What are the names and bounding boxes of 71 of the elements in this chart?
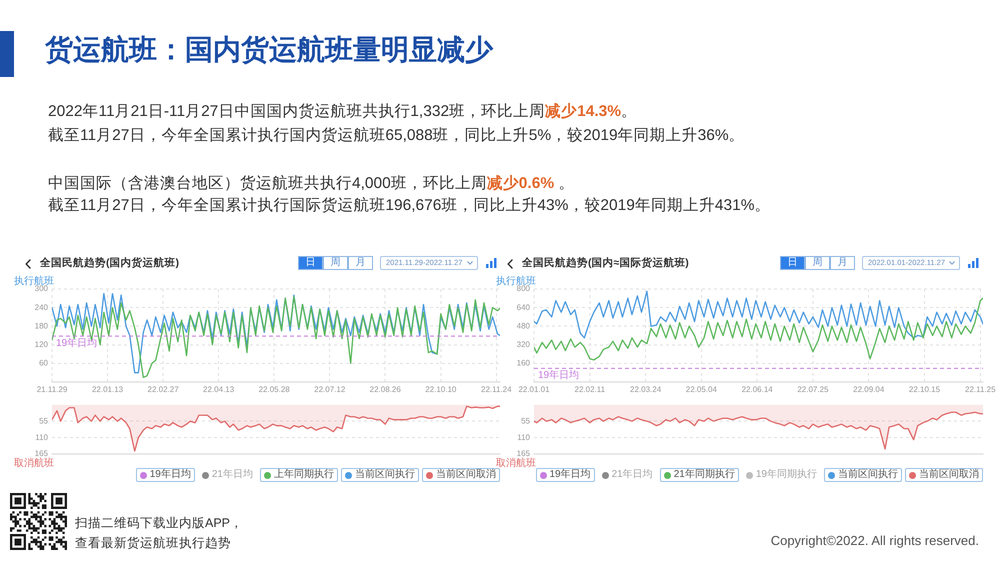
x-tick-label: 22.02.27 <box>148 385 180 394</box>
legend-label: 当前区间取消 <box>905 468 983 482</box>
x-tick-label: 22.07.25 <box>797 385 830 394</box>
legend-label: 21年日均 <box>610 468 654 482</box>
y-axis-title: 执行航班 <box>14 274 54 287</box>
toggle-button: 周 <box>805 256 830 270</box>
y-tick-label: 160 <box>516 358 531 368</box>
legend-label: 19年同期执行 <box>754 468 818 482</box>
y-tick-label: 800 <box>516 284 531 294</box>
toggle-button: 周 <box>323 256 348 270</box>
x-tick-label: 22.05.04 <box>686 385 718 394</box>
text: 查看最新货运航班执行趋势 <box>75 536 231 550</box>
y-tick-label: 110 <box>35 432 49 442</box>
ref-line-label: 19年日均 <box>56 336 98 349</box>
text: 19年日均 <box>150 469 191 480</box>
y-tick-label: 640 <box>516 302 531 312</box>
y-axis-title: 执行航班 <box>496 274 536 287</box>
legend-label: 当前区间执行 <box>341 468 419 482</box>
toggle-button: 日 <box>298 256 323 270</box>
text: 减少0.6% <box>486 175 554 192</box>
y-tick-label: 55 <box>39 416 49 426</box>
y-axis-title: 取消航班 <box>496 456 536 469</box>
text: 2022年11月21日-11月27日中国国内货运航班共执行1,332班，环比上周 <box>48 103 546 120</box>
text: Copyright©2022. All rights reserved. <box>770 533 979 548</box>
y-tick-label: 120 <box>34 340 49 350</box>
x-tick-label: 22.10.15 <box>908 385 941 394</box>
text: 截至11月27日，今年全国累计执行国内货运航班65,088班，同比上升5%，较2019年同期上升36%。 <box>48 127 745 144</box>
text: 。 <box>557 175 574 192</box>
legend-label: 21年日均 <box>210 468 254 482</box>
text: 。 <box>621 103 638 120</box>
x-tick-label: 22.06.14 <box>742 385 774 394</box>
x-tick-label: 22.05.28 <box>258 385 290 394</box>
chart-title: 全国民航趋势(国内货运航班) <box>40 256 179 270</box>
y-tick-label: 60 <box>39 358 49 368</box>
y-tick-label: 480 <box>516 321 531 330</box>
toggle-button: 月 <box>830 256 855 270</box>
x-tick-label: 22.10.10 <box>425 385 457 394</box>
text: 货运航班：国内货运航班量明显减少 <box>45 33 493 67</box>
text: 减少14.3% <box>545 103 622 120</box>
x-tick-label: 22.11.25 <box>965 385 996 394</box>
legend-label: 21年同期执行 <box>660 468 739 482</box>
chart-title: 全国民航趋势(国内≈国际货运航班) <box>522 256 689 270</box>
y-tick-label: 240 <box>34 302 49 312</box>
x-tick-label: 21.11.29 <box>36 385 68 394</box>
legend-label: 当前区间执行 <box>824 468 902 482</box>
y-tick-label: 55 <box>521 416 531 426</box>
y-axis-title: 取消航班 <box>14 456 54 469</box>
x-tick-label: 22.04.13 <box>203 385 235 394</box>
x-tick-label: 22.11.24 <box>481 385 512 394</box>
text: 中国国际（含港澳台地区）货运航班共执行4,000班，环比上周 <box>48 175 487 192</box>
ref-line-label: 19年日均 <box>538 369 580 382</box>
x-tick-label: 22.01.13 <box>92 385 124 394</box>
legend-label: 上年同期执行 <box>260 468 338 482</box>
x-tick-label: 22.08.26 <box>370 385 402 394</box>
toggle-button: 日 <box>780 256 805 270</box>
text: 扫描二维码下载业内版APP， <box>75 516 244 530</box>
y-tick-label: 180 <box>34 321 49 330</box>
toggle-button: 月 <box>348 256 373 270</box>
x-tick-label: 22.03.24 <box>630 385 662 394</box>
text: 19年日均 <box>550 469 591 480</box>
legend-label: 当前区间取消 <box>422 468 500 482</box>
y-tick-label: 165 <box>516 449 531 458</box>
y-tick-label: 110 <box>517 432 531 442</box>
y-tick-label: 320 <box>516 340 531 350</box>
y-tick-label: 300 <box>34 284 49 294</box>
x-tick-label: 22.09.04 <box>853 385 885 394</box>
text: 截至11月27日，今年全国累计执行国际货运航班196,676班，同比上升43%，较2019年同期上升431%。 <box>48 197 771 214</box>
y-tick-label: 165 <box>34 449 49 458</box>
x-tick-label: 22.07.12 <box>314 385 346 394</box>
x-tick-label: 22.01.01 <box>518 385 550 394</box>
x-tick-label: 22.02.11 <box>574 385 606 394</box>
